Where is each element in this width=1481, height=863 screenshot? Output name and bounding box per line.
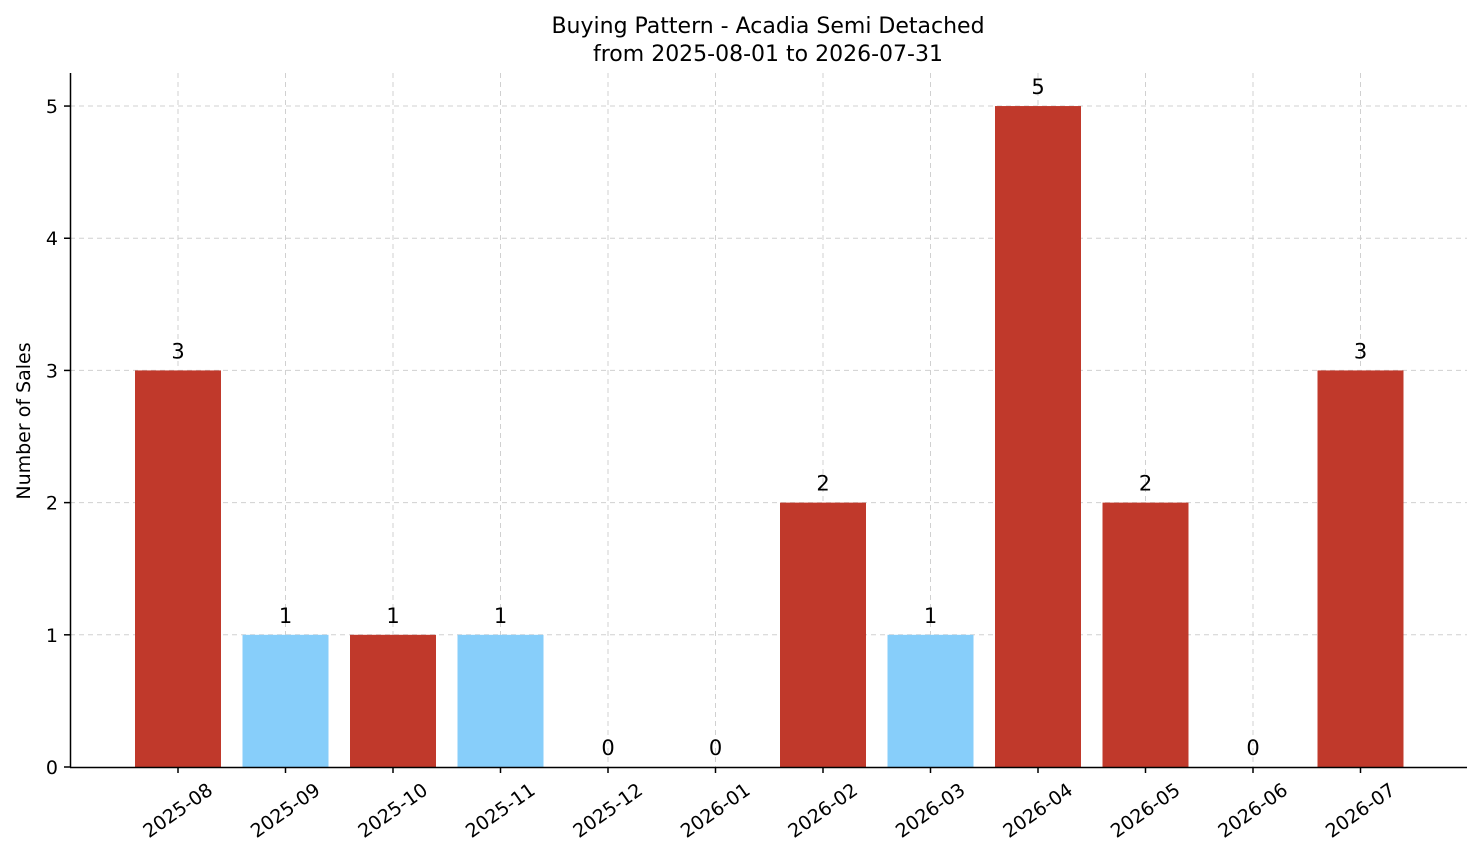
bar-value-label: 3 (1354, 339, 1367, 363)
x-tick-label: 2025-11 (462, 779, 540, 843)
bar-2026-03 (887, 634, 974, 767)
bar-value-label: 2 (1139, 472, 1152, 496)
y-tick-label: 4 (46, 228, 58, 250)
x-tick-label: 2026-07 (1322, 779, 1400, 843)
x-tick-label: 2026-05 (1107, 779, 1185, 843)
bar-value-label: 0 (601, 736, 614, 760)
x-tick-label: 2025-10 (354, 779, 432, 843)
axes (69, 73, 1467, 769)
chart-title: Buying Pattern - Acadia Semi Detached (551, 14, 984, 39)
x-tick-label: 2026-01 (677, 779, 755, 843)
x-tick-label: 2026-02 (784, 779, 862, 843)
bar-value-label: 3 (171, 339, 184, 363)
x-tick-label: 2025-09 (247, 779, 325, 843)
bar-value-label: 1 (494, 604, 507, 628)
bar-value-label: 5 (1031, 75, 1044, 99)
bar-value-label: 0 (1246, 736, 1259, 760)
bar-2026-02 (780, 502, 866, 767)
y-tick-label: 1 (46, 625, 58, 647)
bar-value-label: 0 (709, 736, 722, 760)
bar-2025-09 (242, 634, 329, 767)
bars (135, 106, 1404, 768)
x-tick-label: 2026-06 (1214, 779, 1292, 843)
bar-2025-10 (350, 634, 436, 767)
bar-2026-07 (1317, 370, 1404, 767)
bar-2025-08 (135, 370, 221, 767)
x-tick-label: 2025-08 (139, 779, 217, 843)
bar-2026-04 (995, 106, 1081, 768)
y-tick-label: 0 (46, 757, 58, 779)
y-tick-label: 5 (46, 96, 58, 118)
y-axis-ticks: 0 1 2 3 4 5 (46, 96, 70, 779)
bar-value-label: 1 (279, 604, 292, 628)
x-tick-label: 2025-12 (569, 779, 647, 843)
x-axis-ticks: 2025-08 2025-09 2025-10 2025-11 2025-12 2026-… (139, 767, 1399, 843)
bar-2026-05 (1102, 502, 1189, 767)
x-tick-label: 2026-04 (999, 779, 1077, 843)
bar-2025-11 (457, 634, 544, 767)
y-axis-label: Number of Sales (13, 342, 35, 499)
chart-subtitle: from 2025-08-01 to 2026-07-31 (593, 42, 943, 67)
bar-value-label: 1 (386, 604, 399, 628)
bar-value-label: 1 (924, 604, 937, 628)
y-tick-label: 2 (46, 493, 58, 515)
y-tick-label: 3 (46, 360, 58, 382)
bar-value-label: 2 (816, 472, 829, 496)
x-tick-label: 2026-03 (892, 779, 970, 843)
bar-value-labels: 3 1 1 1 0 0 2 1 5 2 0 3 (171, 75, 1367, 760)
